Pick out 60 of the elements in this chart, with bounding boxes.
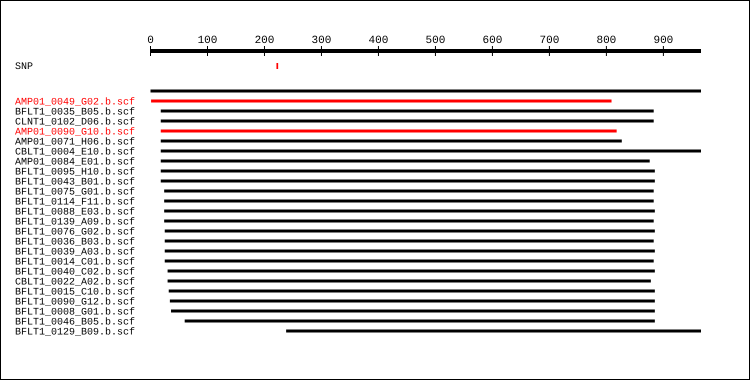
- y-tick-label: BFLT1_0014_C01.b.scf: [15, 256, 136, 268]
- bar: [164, 260, 654, 262]
- y-tick-label: BFLT1_0036_B03.b.scf: [15, 236, 136, 248]
- y-tick-label: AMP01_0090_G10.b.scf: [15, 126, 136, 138]
- bar: [160, 130, 617, 132]
- y-tick-label: BFLT1_0046_B05.b.scf: [15, 316, 136, 328]
- y-tick-label: CLNT1_0102_D06.b.scf: [15, 116, 136, 128]
- y-tick-label: BFLT1_0139_A09.b.scf: [15, 216, 136, 228]
- x-tick-label: 0: [147, 35, 154, 47]
- x-tick-label: 600: [482, 35, 502, 47]
- x-tick-label: 100: [198, 35, 218, 47]
- y-tick-label: BFLT1_0008_G01.b.scf: [15, 306, 136, 318]
- x-tick-label: 400: [368, 35, 388, 47]
- y-tick-label: AMP01_0084_E01.b.scf: [15, 156, 136, 168]
- y-tick-label: BFLT1_0075_G01.b.scf: [15, 186, 136, 198]
- bar: [164, 230, 655, 232]
- bar: [286, 330, 701, 332]
- bar: [168, 270, 655, 272]
- bar: [171, 310, 655, 312]
- y-tick-label: AMP01_0049_G02.b.scf: [15, 96, 136, 108]
- bar: [160, 180, 655, 182]
- y-tick-label: CBLT1_0022_A02.b.scf: [15, 276, 136, 288]
- bar: [160, 120, 654, 122]
- bar: [160, 110, 654, 112]
- y-tick-label: AMP01_0071_H06.b.scf: [15, 136, 136, 148]
- x-tick-label: 900: [653, 35, 674, 47]
- bar: [160, 160, 650, 162]
- x-tick-label: 500: [426, 35, 446, 47]
- bar: [168, 290, 655, 292]
- y-tick-label: BFLT1_0015_C10.b.scf: [15, 286, 136, 298]
- bar: [164, 190, 654, 192]
- y-tick-label: SNP: [15, 62, 34, 73]
- y-tick-label: BFLT1_0035_B05.b.scf: [15, 106, 136, 118]
- x-tick-label: 300: [312, 35, 332, 47]
- bar: [160, 150, 701, 152]
- y-tick-label: BFLT1_0090_G12.b.scf: [15, 296, 136, 308]
- x-tick-label: 700: [540, 35, 560, 47]
- bar: [150, 90, 701, 92]
- y-tick-label: BFLT1_0114_F11.b.scf: [15, 196, 136, 208]
- bar: [168, 280, 651, 282]
- y-tick-label: CBLT1_0004_E10.b.scf: [15, 146, 136, 158]
- x-tick-label: 800: [596, 35, 616, 47]
- y-tick-label: BFLT1_0040_C02.b.scf: [15, 266, 136, 278]
- bar: [170, 300, 655, 302]
- bar: [184, 320, 655, 322]
- bar: [164, 210, 655, 212]
- bar: [164, 240, 654, 242]
- bar: [164, 250, 655, 252]
- y-tick-label: BFLT1_0043_B01.b.scf: [15, 176, 136, 188]
- y-tick-label: BFLT1_0039_A03.b.scf: [15, 246, 136, 258]
- bar: [164, 200, 654, 202]
- bar: [160, 170, 655, 172]
- y-tick-label: BFLT1_0076_G02.b.scf: [15, 226, 136, 238]
- y-tick-label: BFLT1_0095_H10.b.scf: [15, 166, 136, 178]
- y-tick-label: BFLT1_0088_E03.b.scf: [15, 206, 136, 218]
- bar: [160, 140, 622, 142]
- bar: [151, 100, 612, 102]
- bar: [164, 220, 654, 222]
- x-tick-label: 200: [254, 35, 274, 47]
- y-tick-label: BFLT1_0129_B09.b.scf: [15, 326, 136, 338]
